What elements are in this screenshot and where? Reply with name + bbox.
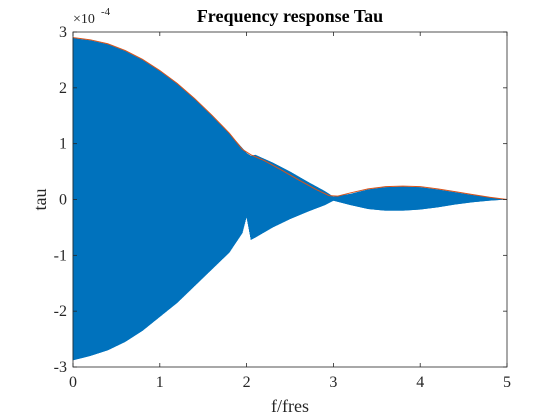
x-tick-label: 5 — [503, 374, 511, 391]
ticks-layer: 0 1 2 3 4 5 -3 -2 -1 0 1 2 3 — [54, 24, 511, 391]
y-tick-label: -1 — [54, 247, 67, 264]
x-tick-label: 4 — [416, 374, 424, 391]
y-tick-label: 1 — [59, 136, 67, 153]
y-tick-label: 2 — [59, 80, 67, 97]
series-envelope — [72, 37, 508, 200]
y-multiplier-base: ×10 — [73, 12, 95, 27]
chart-title: Frequency response Tau — [197, 6, 383, 26]
y-multiplier-exponent: -4 — [101, 6, 111, 18]
y-tick-label: -2 — [54, 303, 67, 320]
y-tick-label: 0 — [59, 192, 67, 209]
x-tick-label: 3 — [329, 374, 337, 391]
x-tick-label: 0 — [69, 374, 77, 391]
y-tick-label: -3 — [54, 359, 67, 376]
series-layer — [72, 37, 508, 361]
x-axis-label: f/fres — [271, 396, 309, 416]
y-tick-label: 3 — [59, 24, 67, 41]
y-axis-label: tau — [30, 189, 50, 211]
x-tick-label: 2 — [243, 374, 251, 391]
x-tick-label: 1 — [156, 374, 164, 391]
